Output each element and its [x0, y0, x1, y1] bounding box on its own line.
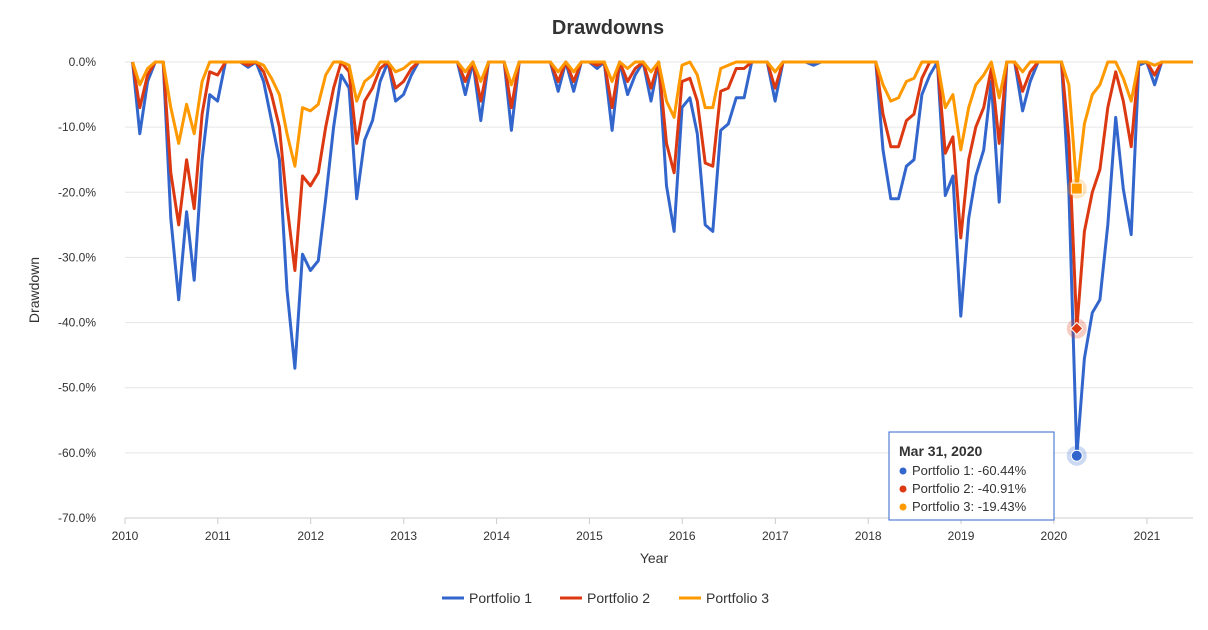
legend-item-portfolio-3[interactable]: Portfolio 3: [679, 590, 769, 606]
legend-item-portfolio-1[interactable]: Portfolio 1: [442, 590, 532, 606]
tooltip-title: Mar 31, 2020: [899, 443, 982, 459]
x-tick-label: 2016: [669, 529, 696, 543]
tooltip-bullet: [899, 485, 907, 493]
x-axis-ticks: 2010 2011 2012 2013 2014 2015 2016 2017 2018 2019…: [112, 518, 1161, 543]
tooltip-bullet: [899, 467, 907, 475]
hover-markers: [1066, 178, 1087, 466]
x-axis-label: Year: [640, 550, 669, 566]
y-tick-label: -70.0%: [58, 511, 96, 525]
hover-point: [1070, 182, 1083, 195]
x-tick-label: 2013: [390, 529, 417, 543]
legend-item-portfolio-2[interactable]: Portfolio 2: [560, 590, 650, 606]
x-tick-label: 2020: [1041, 529, 1068, 543]
y-tick-label: -60.0%: [58, 446, 96, 460]
y-tick-label: -40.0%: [58, 316, 96, 330]
x-tick-label: 2014: [483, 529, 510, 543]
tooltip-line: Portfolio 2: -40.91%: [912, 481, 1027, 496]
hover-point: [1070, 449, 1083, 462]
series-line-portfolio-3: [131, 60, 1193, 191]
y-axis-label: Drawdown: [26, 257, 42, 323]
x-tick-label: 2010: [112, 529, 139, 543]
legend-label: Portfolio 2: [587, 590, 650, 606]
series-line-portfolio-1: [131, 60, 1193, 458]
tooltip-box: [888, 431, 1055, 521]
series-lines[interactable]: [131, 60, 1193, 458]
y-tick-label: -20.0%: [58, 185, 96, 199]
tooltip-bullet: [899, 503, 907, 511]
x-tick-label: 2012: [297, 529, 324, 543]
x-tick-label: 2015: [576, 529, 603, 543]
y-tick-label: -10.0%: [58, 120, 96, 134]
x-tick-label: 2018: [855, 529, 882, 543]
x-tick-label: 2017: [762, 529, 789, 543]
legend-label: Portfolio 3: [706, 590, 769, 606]
y-tick-label: -30.0%: [58, 250, 96, 264]
hover-point: [1070, 321, 1084, 336]
chart-title: Drawdowns: [552, 17, 664, 39]
x-tick-label: 2019: [948, 529, 975, 543]
legend-label: Portfolio 1: [469, 590, 532, 606]
y-tick-label: -50.0%: [58, 381, 96, 395]
y-axis-ticks: 0.0% -10.0% -20.0% -30.0% -40.0% -50.0% -60.0%…: [58, 55, 96, 525]
legend[interactable]: Portfolio 1 Portfolio 2 Portfolio 3: [442, 590, 769, 606]
tooltip: Mar 31, 2020 Portfolio 1: -60.44% Portfoli…: [888, 431, 1055, 521]
series-line-portfolio-2: [131, 60, 1193, 330]
x-tick-label: 2021: [1134, 529, 1161, 543]
x-tick-label: 2011: [205, 529, 231, 543]
tooltip-line: Portfolio 3: -19.43%: [912, 499, 1027, 514]
y-tick-label: 0.0%: [69, 55, 97, 69]
tooltip-line: Portfolio 1: -60.44%: [912, 463, 1027, 478]
